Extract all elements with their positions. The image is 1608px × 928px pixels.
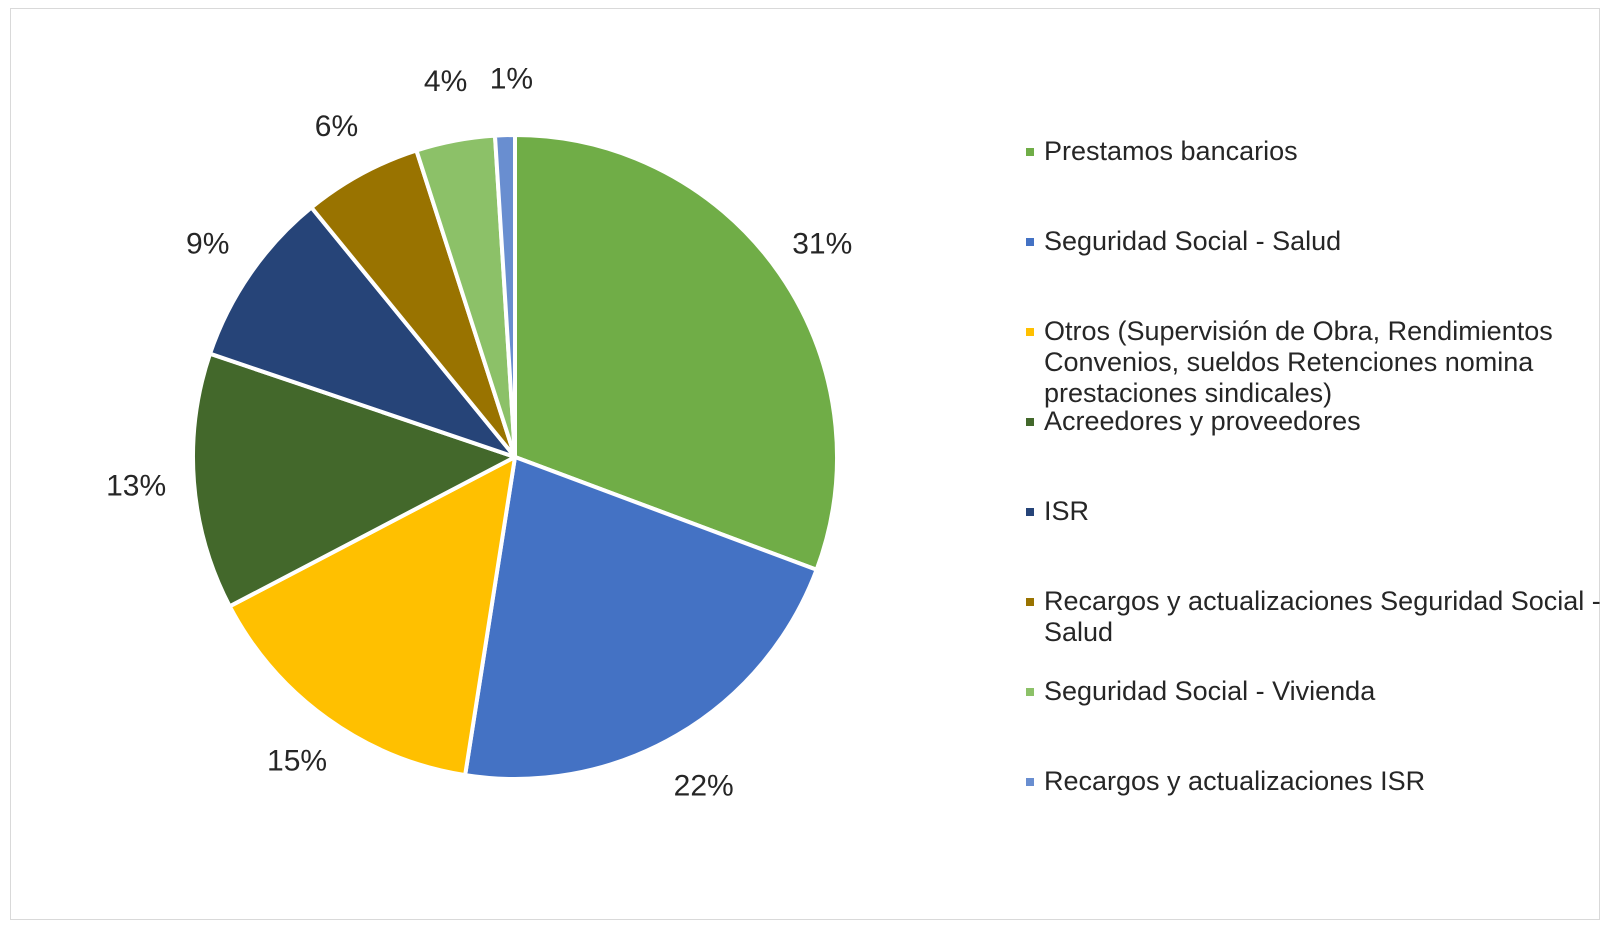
slice-label-5: 9% — [186, 227, 229, 260]
legend-label: Recargos y actualizaciones ISR — [1044, 766, 1426, 796]
slice-label-6: 6% — [315, 110, 358, 143]
legend-item-1: Prestamos bancarios — [1026, 136, 1601, 167]
pie-slice-3 — [227, 455, 517, 778]
legend-swatch — [1026, 418, 1034, 426]
legend-swatch — [1026, 778, 1034, 786]
legend-label: Prestamos bancarios — [1044, 136, 1298, 166]
legend-item-6: Recargos y actualizaciones Seguridad Soc… — [1026, 586, 1601, 648]
slice-label-7: 4% — [424, 65, 467, 98]
legend-item-4: Acreedores y proveedores — [1026, 406, 1601, 437]
slice-label-2: 22% — [674, 769, 734, 802]
slice-label-4: 13% — [106, 470, 166, 503]
legend-label: Recargos y actualizaciones Seguridad Soc… — [1044, 586, 1601, 647]
pie-slice-8 — [492, 133, 517, 459]
pie-slice-6 — [309, 148, 517, 459]
legend-label: Seguridad Social - Vivienda — [1044, 676, 1376, 706]
legend-item-2: Seguridad Social - Salud — [1026, 226, 1601, 257]
legend-label: Otros (Supervisión de Obra, Rendimientos… — [1044, 316, 1553, 408]
legend-item-3: Otros (Supervisión de Obra, Rendimientos… — [1026, 316, 1601, 409]
legend-item-7: Seguridad Social - Vivienda — [1026, 676, 1601, 707]
legend-swatch — [1026, 508, 1034, 516]
legend-swatch — [1026, 688, 1034, 696]
chart-frame: 31% 22% 15% 13% 9% 6% 4% 1% Prestamos bancarios… — [10, 8, 1601, 920]
legend-swatch — [1026, 238, 1034, 246]
legend-item-5: ISR — [1026, 496, 1601, 527]
pie-slice-4 — [191, 351, 517, 609]
legend-swatch — [1026, 328, 1034, 336]
legend-label: ISR — [1044, 496, 1090, 526]
pie-slice-1 — [513, 133, 839, 572]
pie-slice-2 — [463, 455, 819, 781]
slice-label-3: 15% — [267, 744, 327, 777]
legend-swatch — [1026, 598, 1034, 606]
pie-chart: 31% 22% 15% 13% 9% 6% 4% 1% — [106, 63, 852, 803]
legend-swatch — [1026, 148, 1034, 156]
legend-item-8: Recargos y actualizaciones ISR — [1026, 766, 1601, 797]
slice-label-1: 31% — [792, 227, 852, 260]
legend-label: Seguridad Social - Salud — [1044, 226, 1342, 256]
slice-label-8: 1% — [490, 63, 533, 96]
legend-label: Acreedores y proveedores — [1044, 406, 1361, 436]
pie-slice-5 — [208, 205, 517, 459]
